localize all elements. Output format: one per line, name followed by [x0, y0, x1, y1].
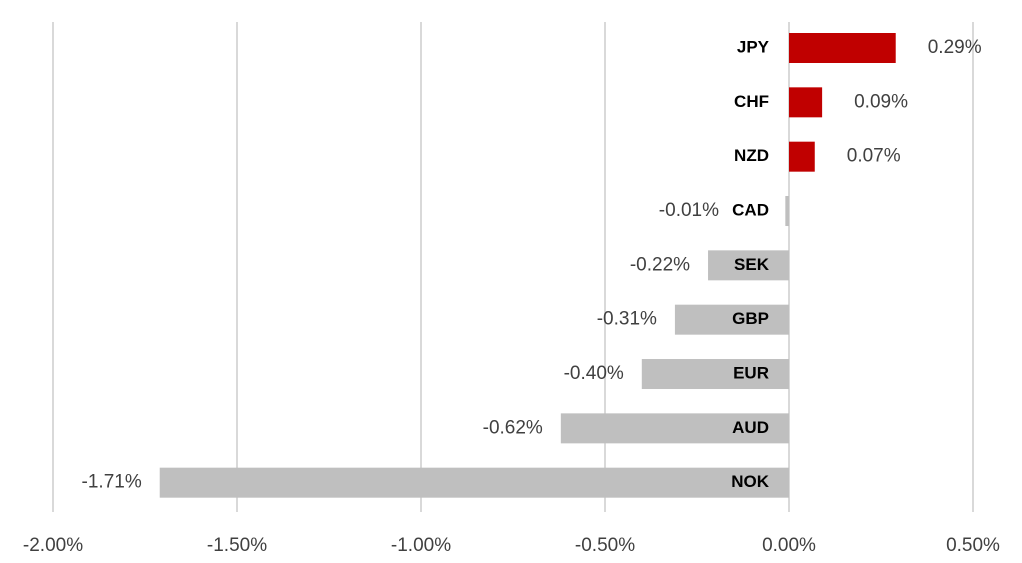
- bar: [789, 33, 896, 63]
- value-label: -0.40%: [564, 363, 624, 384]
- bar: [674, 304, 789, 335]
- value-label: -0.22%: [630, 254, 690, 275]
- bar: [560, 413, 789, 444]
- bar: [641, 359, 789, 390]
- value-label: 0.09%: [854, 91, 908, 112]
- x-tick-label: -1.50%: [207, 535, 267, 556]
- value-label: -0.62%: [483, 417, 543, 438]
- category-label: SEK: [734, 255, 770, 274]
- value-label: 0.29%: [928, 37, 982, 58]
- category-label: JPY: [737, 37, 770, 56]
- x-tick-label: -2.00%: [23, 535, 83, 556]
- category-label: GBP: [732, 309, 769, 328]
- category-label: CAD: [732, 200, 769, 219]
- value-label: -0.01%: [659, 200, 719, 221]
- category-label: CHF: [734, 92, 769, 111]
- bar: [785, 196, 789, 227]
- bar: [708, 250, 789, 281]
- x-tick-label: -0.50%: [575, 535, 635, 556]
- value-label: 0.07%: [847, 146, 901, 167]
- category-label: NOK: [731, 472, 770, 491]
- x-tick-label: -1.00%: [391, 535, 451, 556]
- bar: [789, 87, 823, 118]
- category-label: AUD: [732, 418, 769, 437]
- bar: [159, 467, 790, 498]
- value-label: -0.31%: [597, 309, 657, 330]
- value-label: -1.71%: [82, 472, 142, 493]
- x-tick-label: 0.00%: [762, 535, 816, 556]
- category-label: EUR: [733, 363, 769, 382]
- category-label: NZD: [734, 146, 769, 165]
- x-tick-label: 0.50%: [946, 535, 1000, 556]
- bar: [789, 141, 815, 172]
